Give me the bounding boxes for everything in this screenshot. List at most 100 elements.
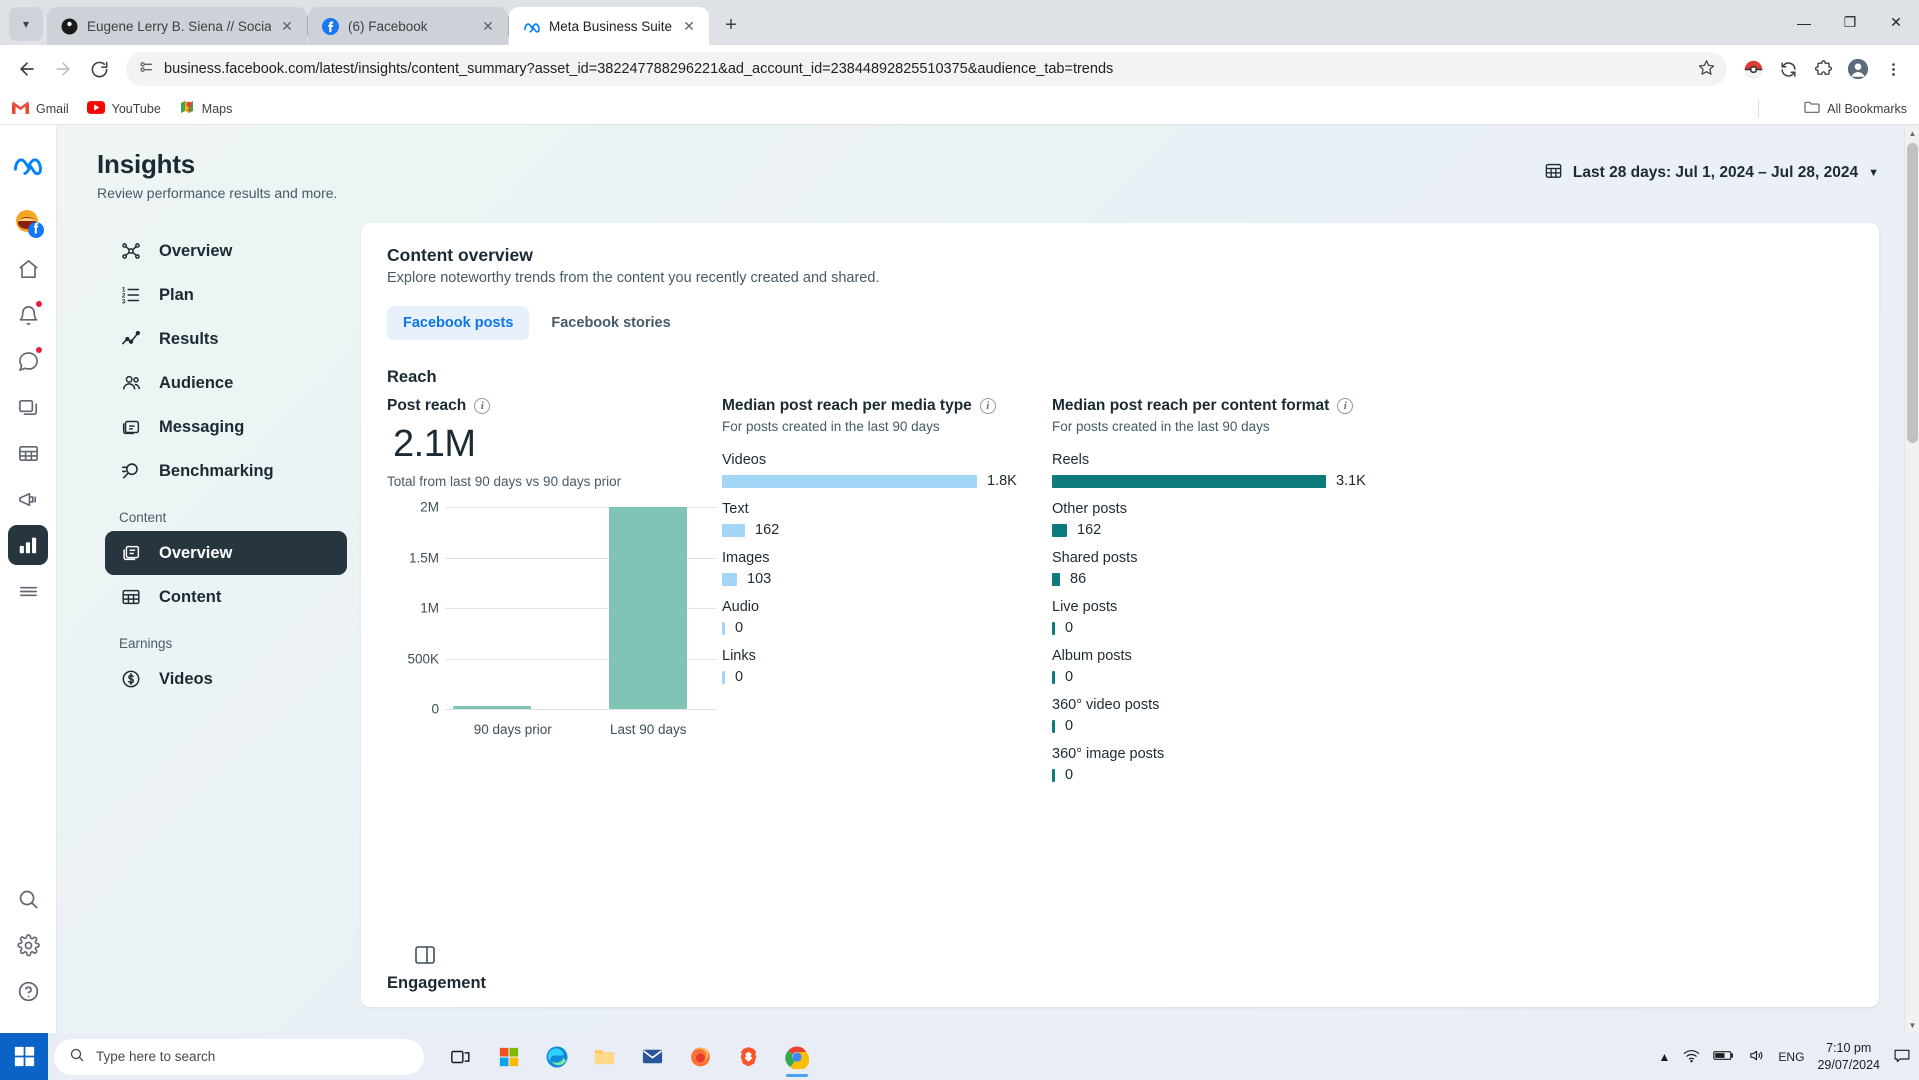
bookmarks-bar: Gmail YouTube Maps All Bookmarks [0,93,1919,125]
wifi-icon[interactable] [1683,1048,1700,1066]
chevron-down-icon[interactable]: ▼ [1868,167,1879,179]
collapse-sidebar-icon[interactable] [413,943,439,969]
avatar[interactable] [1842,53,1874,85]
posts-icon[interactable] [8,387,48,427]
browser-tab-1[interactable]: Eugene Lerry B. Siena // Social ✕ [47,7,307,45]
site-info-icon[interactable] [138,59,154,80]
minimize-button[interactable]: — [1797,14,1811,31]
info-icon[interactable]: i [474,398,491,414]
bookmark-youtube[interactable]: YouTube [86,100,161,117]
battery-icon[interactable] [1713,1049,1735,1065]
sidebar-item-overview[interactable]: Overview [105,229,347,273]
sidebar-item-benchmarking[interactable]: Benchmarking [105,449,347,493]
sidebar-item-videos[interactable]: Videos [105,657,347,701]
mail-icon[interactable] [630,1035,675,1079]
sidebar-item-messaging[interactable]: Messaging [105,405,347,449]
messages-icon[interactable] [8,341,48,381]
extension-pokeball-icon[interactable] [1737,53,1769,85]
insights-chart-icon[interactable] [8,525,48,565]
volume-icon[interactable] [1748,1048,1765,1066]
stat-audio: Audio 0 [722,599,1052,636]
tab-facebook-posts[interactable]: Facebook posts [387,306,530,340]
chart-x-labels: 90 days prior Last 90 days [445,722,716,737]
sidebar-item-audience[interactable]: Audience [105,361,347,405]
tray-chevron-icon[interactable]: ▲ [1658,1049,1671,1064]
taskbar-apps [438,1035,819,1079]
stat-label: Videos [722,452,767,468]
forward-icon[interactable] [46,52,80,86]
browser-tab-3[interactable]: Meta Business Suite ✕ [509,7,709,45]
stat-value: 0 [735,669,744,685]
sidebar-item-results[interactable]: Results [105,317,347,361]
chrome-icon[interactable] [774,1035,819,1079]
all-bookmarks-button[interactable]: All Bookmarks [1804,100,1907,117]
edge-icon[interactable] [534,1035,579,1079]
search-icon[interactable] [8,879,48,919]
media-type-subtitle: For posts created in the last 90 days [722,419,940,434]
bookmark-star-icon[interactable] [1698,59,1715,80]
scroll-down-arrow-icon[interactable]: ▼ [1908,1020,1917,1030]
tab-facebook-stories[interactable]: Facebook stories [551,315,671,331]
back-icon[interactable] [10,52,44,86]
start-button[interactable] [0,1033,48,1080]
close-icon[interactable]: ✕ [281,17,293,34]
new-tab-button[interactable]: + [725,13,737,36]
reload-icon[interactable] [82,52,116,86]
close-icon[interactable]: ✕ [482,17,494,34]
stat-value: 1.8K [987,473,1017,489]
scroll-up-arrow-icon[interactable]: ▲ [1908,128,1917,138]
svg-text:3: 3 [122,298,126,305]
post-reach-label: Post reach [387,397,467,414]
tab-strip: ▾ Eugene Lerry B. Siena // Social ✕ (6) … [0,0,1919,45]
store-icon[interactable] [486,1035,531,1079]
stat-bar [1052,572,1060,586]
brave-icon[interactable] [726,1035,771,1079]
bar-90-days-prior [453,706,531,709]
content-format-title-row: Median post reach per content format i [1052,397,1382,415]
close-icon[interactable]: ✕ [683,17,695,34]
page-scrollbar[interactable]: ▲ ▼ [1904,125,1919,1033]
date-range-picker[interactable]: Last 28 days: Jul 1, 2024 – Jul 28, 2024… [1544,161,1879,185]
notifications-bell-icon[interactable] [8,295,48,335]
tab-search-chevron-icon[interactable]: ▾ [9,7,43,41]
card-title: Content overview [387,245,533,265]
help-icon[interactable] [8,971,48,1011]
planner-table-icon[interactable] [8,433,48,473]
language-indicator[interactable]: ENG [1778,1049,1805,1064]
address-bar[interactable]: business.facebook.com/latest/insights/co… [126,52,1727,86]
y-tick-1m: 1M [420,600,439,616]
stat-value: 0 [735,620,744,636]
info-icon[interactable]: i [979,398,996,414]
chrome-menu-icon[interactable] [1877,53,1909,85]
bookmark-gmail[interactable]: Gmail [11,100,69,117]
clock[interactable]: 7:10 pm 29/07/2024 [1817,1040,1880,1074]
info-icon[interactable]: i [1337,398,1354,414]
home-icon[interactable] [8,249,48,289]
extensions-puzzle-icon[interactable] [1807,53,1839,85]
scrollbar-thumb[interactable] [1907,143,1918,443]
file-explorer-icon[interactable] [582,1035,627,1079]
sidebar-item-content-overview[interactable]: Overview [105,531,347,575]
settings-gear-icon[interactable] [8,925,48,965]
profile-avatar[interactable] [8,203,48,243]
notification-center-icon[interactable] [1893,1047,1911,1066]
clock-time: 7:10 pm [1826,1040,1872,1055]
more-menu-icon[interactable] [8,571,48,611]
sidebar-item-content[interactable]: Content [105,575,347,619]
bookmark-maps[interactable]: Maps [179,99,232,118]
maximize-button[interactable]: ❐ [1843,14,1857,30]
window-close-button[interactable]: ✕ [1890,14,1902,30]
ads-megaphone-icon[interactable] [8,479,48,519]
sync-icon[interactable] [1772,53,1804,85]
window-controls: — ❐ ✕ [1781,0,1919,45]
meta-logo-icon[interactable] [8,145,48,185]
browser-tab-2[interactable]: (6) Facebook ✕ [308,7,508,45]
search-input[interactable]: Type here to search [54,1038,424,1075]
tab-title: Meta Business Suite [549,18,673,34]
task-view-icon[interactable] [438,1035,483,1079]
firefox-icon[interactable] [678,1035,723,1079]
stat-videos: Videos 1.8K [722,452,1052,489]
stat-bar [1052,719,1055,733]
meta-icon [523,18,540,35]
